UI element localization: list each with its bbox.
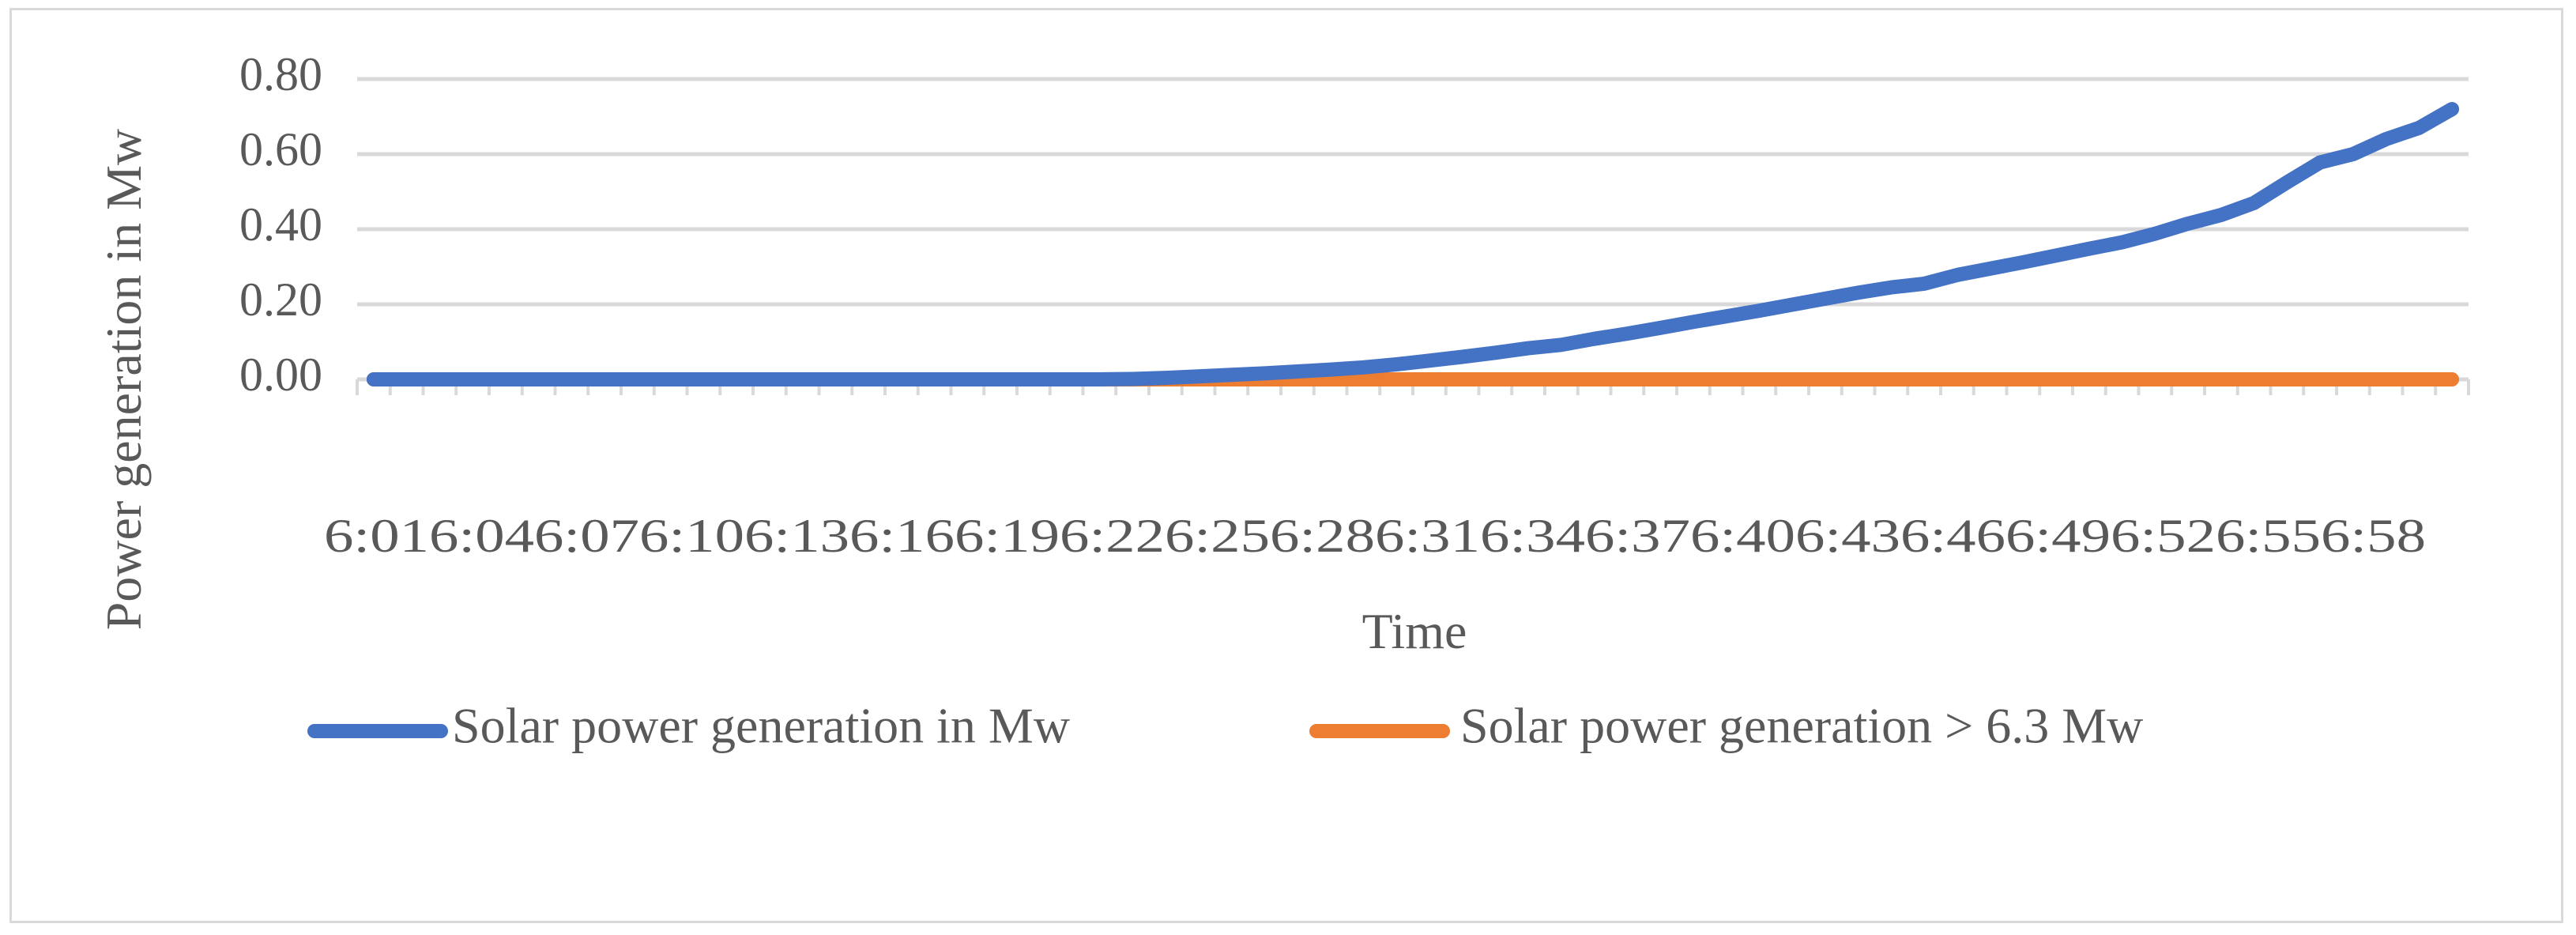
legend: Solar power generation in Mw Solar power… [307, 698, 2143, 754]
y-tick-label: 0.00 [239, 349, 322, 401]
legend-label-threshold: Solar power generation > 6.3 Mw [1460, 698, 2143, 754]
y-tick-labels: 0.00 0.20 0.40 0.60 0.80 [239, 48, 322, 401]
y-tick-label: 0.40 [239, 198, 322, 251]
series-lines [366, 102, 2460, 386]
legend-label-solar: Solar power generation in Mw [452, 698, 1070, 754]
y-tick-label: 0.20 [239, 273, 322, 326]
y-tick-label: 0.60 [239, 123, 322, 175]
y-tick-label: 0.80 [239, 48, 322, 100]
x-tick-labels: 6:016:046:076:106:136:166:196:226:256:28… [324, 510, 2426, 562]
chart-frame [9, 8, 2563, 923]
gridlines [357, 77, 2469, 307]
y-axis-title: Power generation in Mw [96, 129, 152, 631]
x-axis-title: Time [1362, 603, 1467, 659]
series-line-solar [366, 102, 2460, 386]
